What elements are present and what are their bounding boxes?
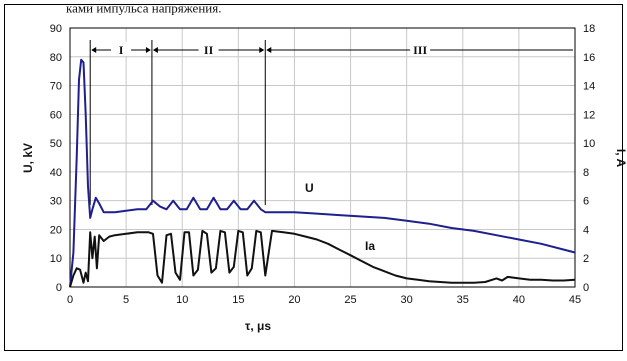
grid-lines (69, 27, 576, 288)
x-tick-label-2: 10 (176, 294, 188, 306)
region-label-0: I (119, 43, 124, 57)
region-label-bg-0 (111, 42, 132, 56)
x-tick-label-5: 25 (344, 294, 356, 306)
y-left-tick-label-9: 90 (50, 23, 62, 35)
region-arrowhead-left-2 (266, 47, 272, 53)
region-label-bg-1 (198, 42, 219, 56)
x-tick-label-8: 40 (513, 294, 525, 306)
series-label-u: U (305, 181, 314, 195)
y-right-tick-label-8: 16 (583, 52, 595, 64)
y-left-tick-label-4: 40 (50, 167, 62, 179)
caption-fragment: ками импульса напряжения. (66, 1, 221, 16)
y-left-tick-label-5: 50 (50, 138, 62, 150)
x-tick-label-3: 15 (232, 294, 244, 306)
region-arrowhead-left-1 (152, 47, 158, 53)
y-right-tick-label-0: 0 (583, 282, 589, 294)
y-right-tick-label-4: 8 (583, 167, 589, 179)
data-series (69, 58, 576, 288)
region-label-bg-2 (410, 42, 431, 56)
y-right-tick-label-1: 2 (583, 253, 589, 265)
y-left-tick-label-8: 80 (50, 52, 62, 64)
series-label-ia: Ia (365, 239, 375, 253)
x-tick-label-4: 20 (288, 294, 300, 306)
y-right-tick-label-9: 18 (583, 23, 595, 35)
y-axis-left-title: U, kV (21, 143, 35, 173)
y-left-tick-label-7: 70 (50, 81, 62, 93)
series-line-u (69, 58, 576, 288)
x-tick-label-0: 0 (67, 294, 73, 306)
x-tick-label-6: 30 (401, 294, 413, 306)
y-right-tick-label-2: 4 (583, 224, 589, 236)
y-left-tick-label-6: 60 (50, 109, 62, 121)
outer-border (4, 4, 623, 351)
region-arrowhead-right-0 (145, 47, 151, 53)
y-left-tick-label-2: 20 (50, 224, 62, 236)
y-left-tick-label-0: 0 (56, 282, 62, 294)
y-right-tick-label-7: 14 (583, 81, 595, 93)
region-arrowhead-right-1 (259, 47, 265, 53)
x-axis-title: τ, μs (245, 319, 271, 333)
region-label-1: II (204, 43, 214, 57)
y-left-tick-label-1: 10 (50, 253, 62, 265)
y-right-tick-label-6: 12 (583, 109, 595, 121)
y-right-tick-label-5: 10 (583, 138, 595, 150)
y-left-tick-label-3: 30 (50, 196, 62, 208)
plot-area-border (69, 27, 576, 288)
region-markers: I II III (89, 40, 573, 205)
x-tick-label-1: 5 (123, 294, 129, 306)
series-line-ia (69, 229, 576, 288)
region-arrowhead-left-0 (91, 47, 97, 53)
x-tick-label-7: 35 (457, 294, 469, 306)
y-axis-right-title: I, A (614, 149, 627, 168)
tick-labels: 0 5 10 15 20 25 30 35 40 450102030405060708090024… (50, 23, 596, 306)
x-tick-label-9: 45 (569, 294, 581, 306)
y-right-tick-label-3: 6 (583, 196, 589, 208)
region-label-2: III (413, 43, 427, 57)
